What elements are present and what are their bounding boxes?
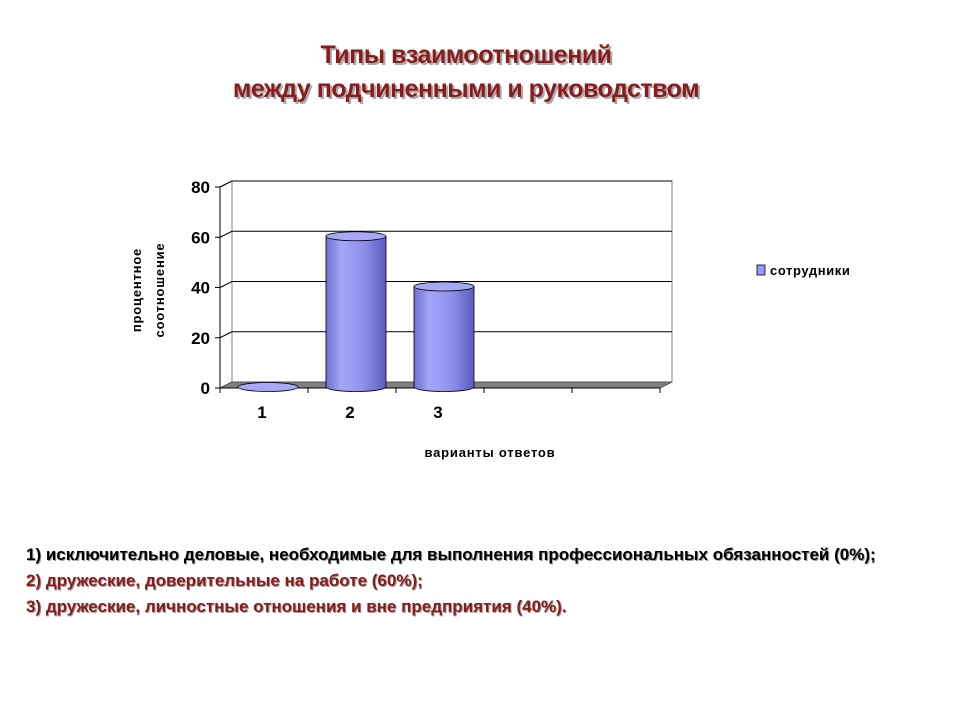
bar-top [237,382,299,392]
y-tick-label: 0 [201,379,210,398]
bar-2 [325,231,387,392]
y-tick-label: 60 [191,228,210,247]
gridline [219,331,672,339]
gridline [219,180,672,188]
y-tick-label: 80 [191,178,210,197]
slide-title-line-1: Типы взаимоотношений [320,41,612,69]
answer-options: 1) исключительно деловые, необходимые дл… [26,542,926,620]
y-axis-title-line-1: процентное [129,248,144,332]
x-tick-label: 3 [433,403,442,422]
bar-top [413,281,475,292]
y-tick-label: 40 [191,279,210,298]
bar-top [325,231,387,242]
bar-chart: 0 20 40 60 80 1 2 3 варианты ответов процентно… [129,178,850,460]
x-tick-label: 2 [345,403,354,422]
answer-option-2: 2) дружеские, доверительные на работе (6… [26,571,423,590]
gridline [219,281,672,288]
bar-body [413,286,475,392]
answer-option-3: 3) дружеские, личностные отношения и вне… [26,597,567,616]
bar-3 [413,281,475,392]
y-tick-label: 20 [191,329,210,348]
slide-title: Типы взаимоотношений между подчиненными … [0,38,932,106]
y-axis-title-line-2: соотношение [152,243,167,338]
bar-body [325,235,387,392]
legend-swatch [756,264,766,276]
answer-option-1: 1) исключительно деловые, необходимые дл… [26,545,876,564]
legend: сотрудники [756,263,850,278]
slide-title-line-2: между подчиненными и руководством [232,75,700,103]
legend-label: сотрудники [770,263,850,278]
x-axis-title: варианты ответов [425,445,556,460]
bar-1 [237,382,299,392]
gridline [219,230,672,238]
x-tick-label: 1 [257,403,266,422]
